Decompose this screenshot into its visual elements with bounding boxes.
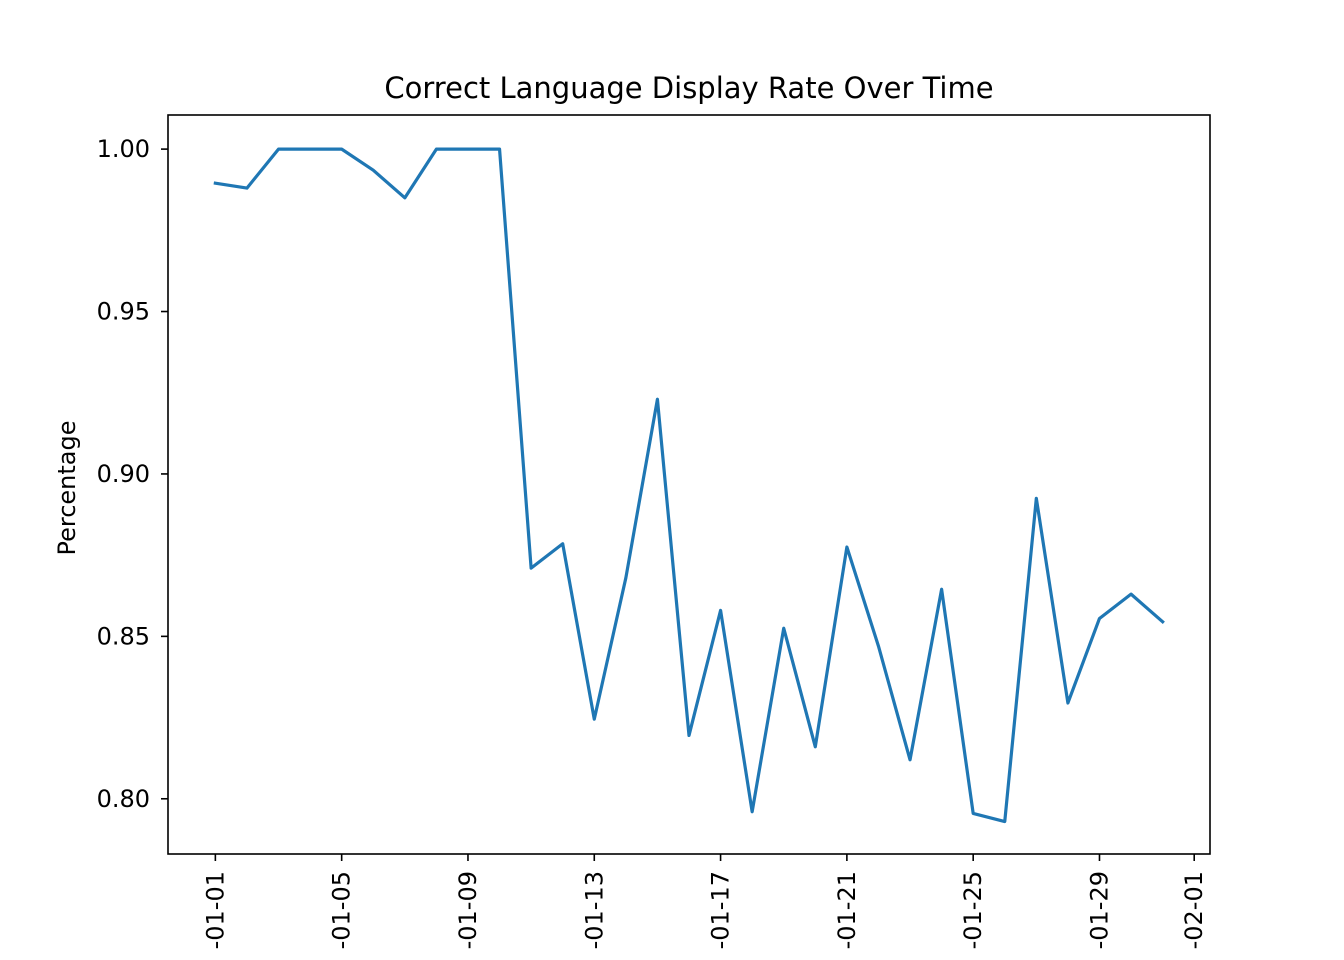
plot-area-frame [167, 114, 1211, 855]
x-tick-label: -01-13 [580, 871, 608, 949]
y-tick-label: 0.95 [97, 298, 150, 326]
y-tick-label: 0.90 [97, 460, 150, 488]
x-tick-label: -01-01 [201, 871, 229, 949]
x-axis: -01-01 -01-05 -01-09 -01-13 -01-17 -01-21 -01-… [201, 854, 1208, 949]
x-tick-label: -01-29 [1085, 871, 1113, 949]
y-axis: 0.80 0.85 0.90 0.95 1.00 [97, 135, 168, 813]
x-tick-label: -02-01 [1180, 871, 1208, 949]
series-line [213, 147, 1165, 824]
series-layer [213, 147, 1165, 824]
x-tick-label: -01-05 [328, 871, 356, 949]
x-tick-label: -01-09 [454, 871, 482, 949]
y-tick-label: 0.80 [97, 785, 150, 813]
y-tick-label: 0.85 [97, 622, 150, 650]
y-tick-label: 1.00 [97, 135, 150, 163]
x-tick-label: -01-17 [707, 871, 735, 949]
x-tick-label: -01-25 [959, 871, 987, 949]
y-axis-label: Percentage [53, 420, 81, 555]
x-tick-label: -01-21 [833, 871, 861, 949]
chart-title: Correct Language Display Rate Over Time [384, 71, 993, 105]
